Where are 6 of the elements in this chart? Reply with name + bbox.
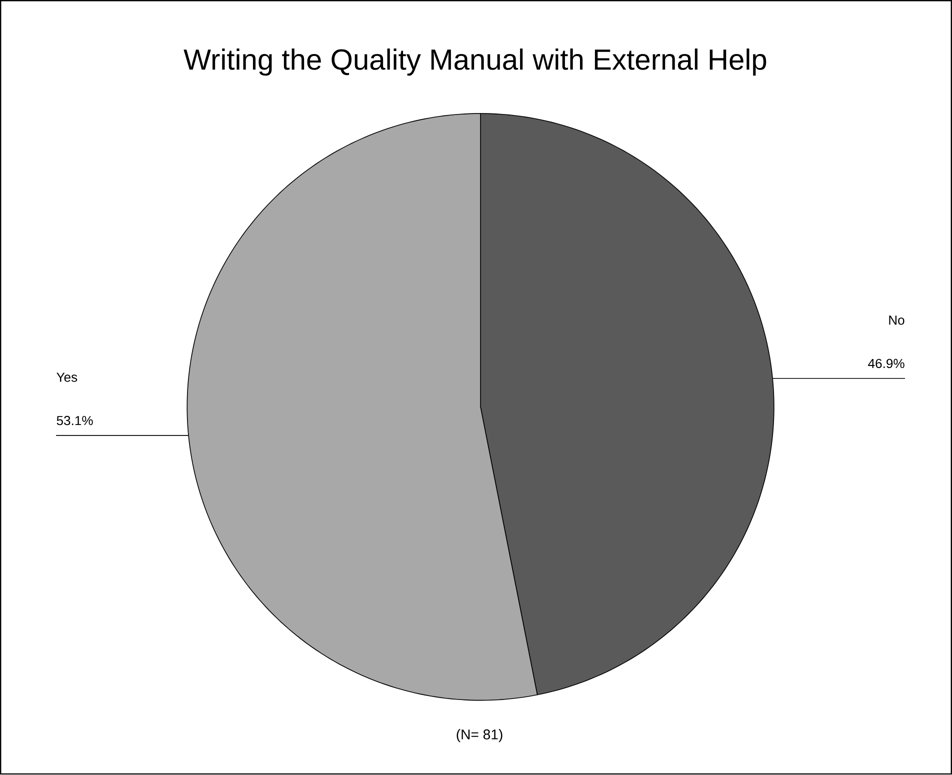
chart-title: Writing the Quality Manual with External Help bbox=[184, 48, 766, 76]
slice-label: Yes bbox=[56, 372, 78, 382]
slice-label: No bbox=[889, 316, 904, 325]
text: (N= 81) bbox=[456, 729, 502, 742]
data-label: 46.9% bbox=[868, 359, 904, 368]
data-label: 53.1% bbox=[56, 416, 93, 426]
